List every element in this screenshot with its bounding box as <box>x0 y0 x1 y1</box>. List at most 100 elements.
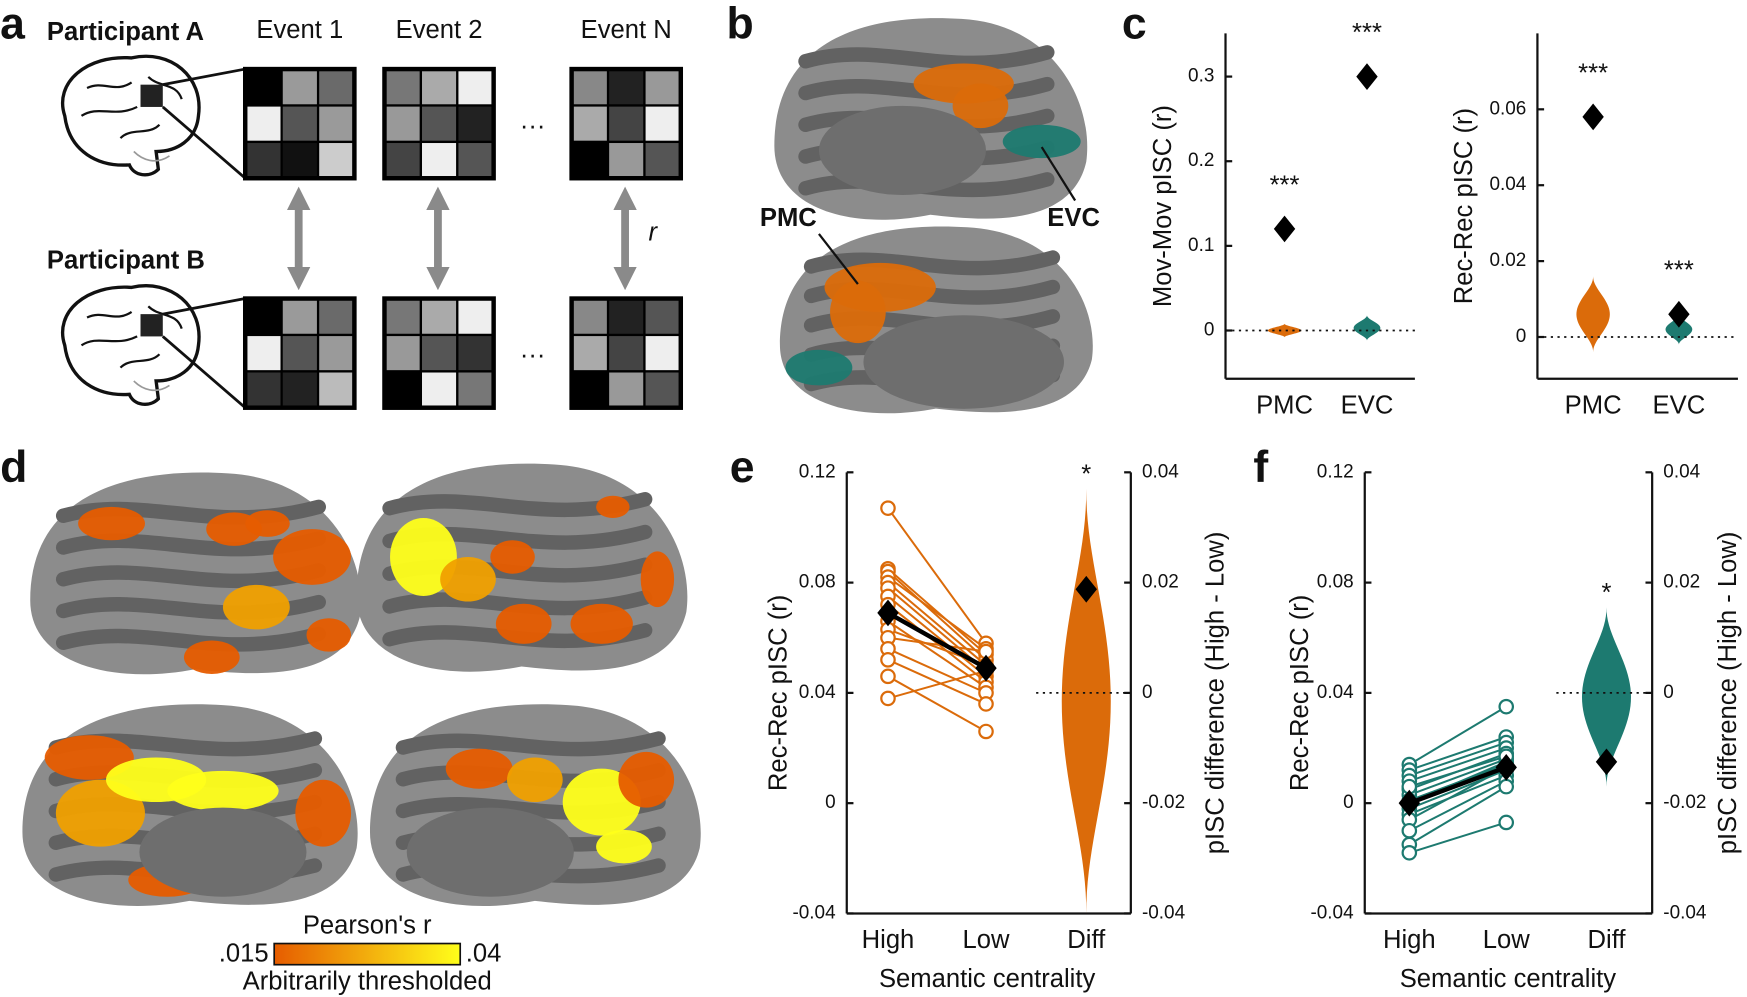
sulcus <box>798 45 1055 71</box>
x-tick-label: PMC <box>1565 391 1622 419</box>
activation <box>570 603 633 644</box>
activation <box>167 770 279 811</box>
matrix-cell <box>456 333 495 373</box>
activation <box>273 529 352 585</box>
mean-diamond <box>877 599 899 627</box>
x-tick-label: Diff <box>1588 926 1627 954</box>
sulcus <box>55 563 326 589</box>
ellipsis: ··· <box>520 112 546 140</box>
y2-tick-label: 0 <box>1663 682 1674 703</box>
matrix-cell <box>419 370 459 409</box>
matrix-cell <box>456 370 495 409</box>
matrix-cell <box>316 104 356 144</box>
cerebellum <box>133 380 170 392</box>
matrix-cell <box>606 370 646 409</box>
significance: * <box>1081 460 1091 488</box>
leader <box>161 335 247 409</box>
matrix-cell <box>606 104 646 144</box>
matrix-cell <box>280 370 320 409</box>
region-label: PMC <box>760 204 817 232</box>
matrix-cell <box>280 67 320 107</box>
leader <box>162 67 246 87</box>
y-axis-label: Rec-Rec pISC (r) <box>1450 108 1478 304</box>
ellipsis: ··· <box>520 341 546 369</box>
y2-tick-label: 0.04 <box>1663 461 1700 482</box>
subject-line <box>1409 821 1507 854</box>
matrix-cell <box>419 104 459 144</box>
difference-diamond <box>1595 748 1618 776</box>
mean-line <box>1408 765 1508 806</box>
null-violin <box>1353 315 1381 341</box>
activation <box>390 517 457 596</box>
leader <box>162 297 246 316</box>
colorbar <box>273 942 462 966</box>
sulcus <box>395 731 666 757</box>
matrix-cell <box>316 370 356 409</box>
matrix-cell <box>383 140 423 180</box>
subject-line <box>1408 747 1507 783</box>
activation <box>618 751 675 808</box>
matrix-frame <box>382 66 496 181</box>
matrix-cell <box>606 67 646 107</box>
y-tick-label: 0.2 <box>1188 150 1214 171</box>
subject-point <box>1498 698 1515 715</box>
activation <box>507 757 563 803</box>
region-leader <box>1040 146 1077 202</box>
y-tick-label: 0.06 <box>1489 98 1526 119</box>
significance: *** <box>1270 171 1300 199</box>
sulcus <box>803 250 1061 276</box>
y-tick-label: 0 <box>1343 792 1354 813</box>
subject-line <box>887 595 987 678</box>
significance: * <box>1602 579 1612 607</box>
observed-diamond <box>1668 300 1690 328</box>
sulcus <box>55 626 326 652</box>
activation <box>596 829 652 864</box>
activation <box>295 779 352 847</box>
matrix-cell <box>570 297 610 337</box>
matrix-cell <box>570 67 610 107</box>
matrix-cell <box>244 140 283 180</box>
y-tick-label: 0.04 <box>1317 682 1354 703</box>
matrix-cell <box>383 297 423 337</box>
matrix-cell <box>456 104 495 144</box>
region-label: EVC <box>1047 204 1100 232</box>
subject-line <box>1408 758 1507 796</box>
matrix-cell <box>280 140 320 180</box>
medial-wall <box>818 105 987 195</box>
mean-diamond <box>1398 789 1421 817</box>
subject-line <box>887 636 987 653</box>
panel-label: f <box>1253 443 1268 492</box>
y-axis-label: Mov-Mov pISC (r) <box>1149 105 1177 307</box>
y-tick-label: 0 <box>825 792 836 813</box>
y-tick-label: 0.02 <box>1489 250 1526 271</box>
y-tick-label: 0.04 <box>1489 174 1526 195</box>
subject-line <box>887 658 987 705</box>
x-axis-label: Semantic centrality <box>879 965 1096 993</box>
subject-line <box>887 576 987 650</box>
mean-diamond <box>975 654 997 682</box>
colorbar-note: Arbitrarily thresholded <box>243 967 492 995</box>
subject-point <box>978 723 994 740</box>
colorbar-title: Pearson's r <box>303 912 432 940</box>
matrix-frame <box>382 296 496 410</box>
x-axis-label: Semantic centrality <box>1400 965 1617 993</box>
subject-line <box>887 581 987 667</box>
significance: *** <box>1578 59 1608 87</box>
subject-point <box>880 668 896 685</box>
medial-wall <box>863 315 1064 409</box>
matrix-cell <box>643 297 683 337</box>
matrix-cell <box>244 297 283 337</box>
matrix-cell <box>316 333 356 373</box>
matrix-cell <box>643 104 683 144</box>
x-tick-label: High <box>1383 926 1436 954</box>
x-tick-label: PMC <box>1256 391 1313 419</box>
subject-point <box>1498 814 1515 831</box>
matrix-cell <box>316 140 356 180</box>
matrix-cell <box>643 370 683 409</box>
participant-label: Participant B <box>47 247 205 275</box>
y-tick-label: 0.08 <box>1317 572 1354 593</box>
subject-point <box>1498 778 1515 795</box>
activation <box>830 280 886 344</box>
activation <box>785 349 853 386</box>
